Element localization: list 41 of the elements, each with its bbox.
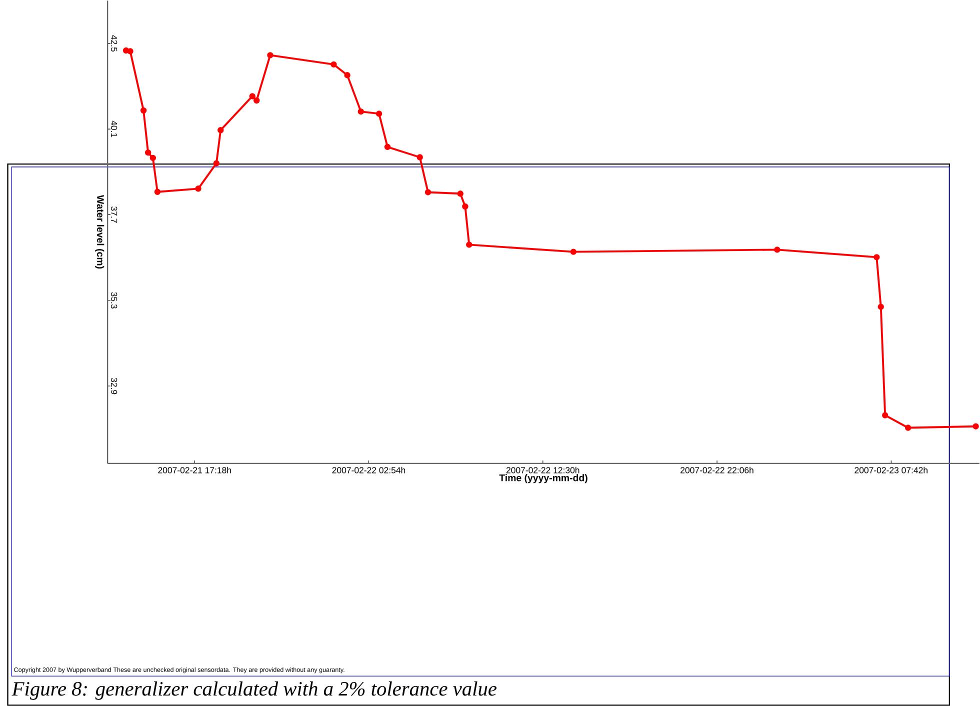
point xyxy=(140,107,147,114)
x-tick-label: 2007-02-22 02:54h xyxy=(332,466,406,474)
point xyxy=(904,424,912,431)
point xyxy=(330,61,337,68)
x-axis-title: Time (yyyy-mm-dd) xyxy=(499,474,588,484)
point xyxy=(267,52,274,58)
x-tick-label: 2007-02-22 12:30h xyxy=(506,466,580,474)
point xyxy=(424,189,432,196)
x-tick-label: 2007-02-23 07:42h xyxy=(854,466,928,474)
y-tick-label: 37.7 xyxy=(110,206,118,223)
point xyxy=(882,412,888,418)
point xyxy=(344,72,350,78)
point xyxy=(154,188,161,195)
y-tick-label: 42.5 xyxy=(110,35,118,52)
y-tick-label: 35.3 xyxy=(110,292,118,308)
point xyxy=(218,126,224,134)
caption: Figure 8: generalizer calculated with a 2% tolerance value xyxy=(12,681,497,700)
point xyxy=(874,254,880,260)
point xyxy=(213,160,220,166)
x-tick-label: 2007-02-22 22:06h xyxy=(680,466,754,474)
point xyxy=(384,144,391,150)
point xyxy=(376,110,382,117)
x-tick-label: 2007-02-21 17:18h xyxy=(158,466,231,474)
y-tick-label: 40.1 xyxy=(110,120,118,138)
point xyxy=(195,185,202,192)
point xyxy=(358,108,364,115)
point xyxy=(144,149,152,156)
y-axis-title: Water level (cm) xyxy=(95,194,104,268)
point xyxy=(774,246,780,253)
point xyxy=(462,203,468,210)
point xyxy=(878,304,884,310)
y-tick-label: 32.9 xyxy=(110,378,118,394)
point xyxy=(972,423,979,430)
point xyxy=(416,154,423,160)
point xyxy=(254,97,260,104)
point xyxy=(466,242,472,248)
point xyxy=(127,48,134,54)
point xyxy=(457,190,464,197)
point xyxy=(249,93,256,100)
point xyxy=(150,154,156,161)
point xyxy=(570,248,577,255)
